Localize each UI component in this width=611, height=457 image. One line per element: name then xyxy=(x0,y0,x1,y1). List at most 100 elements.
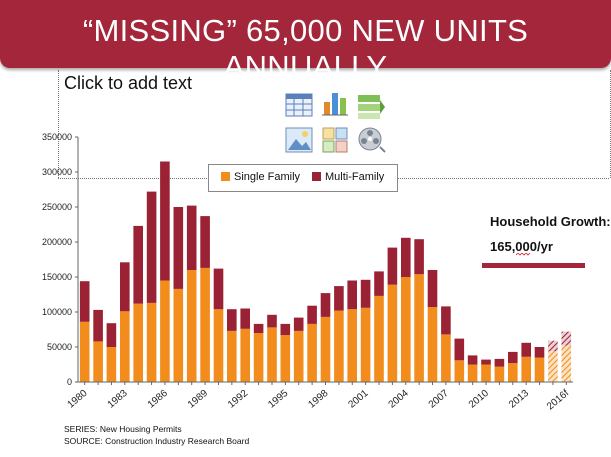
title-banner: “MISSING” 65,000 NEW UNITS ANNUALLY xyxy=(0,0,611,84)
bar-single-family-2002 xyxy=(374,295,384,382)
bar-multi-family-1997 xyxy=(307,305,317,324)
bar-multi-family-1988 xyxy=(186,205,197,270)
household-growth-label: Household Growth: xyxy=(490,214,611,229)
bar-multi-family-1982 xyxy=(106,323,117,347)
insert-picture-icon[interactable] xyxy=(284,125,314,155)
bar-multi-family-2006 xyxy=(427,270,438,308)
bar-single-family-1999 xyxy=(334,310,344,382)
bar-multi-family-2010 xyxy=(481,359,491,365)
x-tick-label: 1998 xyxy=(306,388,330,411)
bar-single-family-1988 xyxy=(186,270,197,382)
bar-single-family-1981 xyxy=(93,341,103,382)
x-tick-label: 2007 xyxy=(427,388,451,411)
insert-clipart-icon[interactable] xyxy=(320,125,350,155)
y-tick-label: 50000 xyxy=(47,342,72,352)
bar-single-family-1982 xyxy=(106,347,117,382)
bar-single-family-1991 xyxy=(227,330,237,382)
bar-multi-family-2009 xyxy=(467,355,478,365)
bar-single-family-1992 xyxy=(240,328,250,382)
bar-multi-family-1981 xyxy=(93,309,103,342)
bar-multi-family-2016f xyxy=(561,331,572,346)
bar-multi-family-2001 xyxy=(360,279,371,308)
bar-multi-family-1996 xyxy=(293,317,304,331)
text-placeholder[interactable]: Click to add text xyxy=(64,73,193,93)
bar-single-family-2004 xyxy=(401,277,411,382)
bar-multi-family-2002 xyxy=(374,271,384,296)
bar-single-family-1998 xyxy=(320,316,331,382)
legend-swatch-single-family xyxy=(221,172,230,181)
y-tick-label: 150000 xyxy=(42,272,72,282)
bar-single-family-1995 xyxy=(280,335,291,382)
y-tick-label: 300000 xyxy=(42,167,72,177)
insert-chart-icon[interactable] xyxy=(320,88,350,118)
bar-multi-family-2005 xyxy=(414,239,424,275)
bar-multi-family-1984 xyxy=(133,225,143,304)
x-tick-label: 2004 xyxy=(387,388,411,411)
bar-multi-family-2015 xyxy=(548,340,558,352)
bar-single-family-2007 xyxy=(441,334,451,382)
bar-multi-family-1995 xyxy=(280,323,291,336)
x-tick-label: 1989 xyxy=(186,388,210,411)
bar-single-family-2001 xyxy=(360,307,371,382)
bar-multi-family-2004 xyxy=(401,237,411,277)
bar-multi-family-1985 xyxy=(146,191,157,303)
household-growth-bar xyxy=(482,263,585,268)
bar-multi-family-2011 xyxy=(494,358,505,367)
x-tick-label: 1980 xyxy=(66,388,90,411)
bar-single-family-2013 xyxy=(521,356,531,382)
household-growth-value: 165,000/yr xyxy=(490,239,553,254)
bar-single-family-1996 xyxy=(293,330,304,382)
bar-multi-family-1986 xyxy=(160,161,170,281)
bar-multi-family-2012 xyxy=(508,351,518,364)
bar-single-family-2016f xyxy=(561,345,572,382)
bar-single-family-2009 xyxy=(467,364,478,382)
bar-multi-family-1980 xyxy=(79,281,90,322)
chart-legend: Single Family Multi-Family xyxy=(208,164,398,192)
bar-single-family-2014 xyxy=(534,357,545,382)
insert-smartart-icon[interactable] xyxy=(356,92,386,122)
bar-multi-family-1983 xyxy=(120,262,130,312)
bar-multi-family-2013 xyxy=(521,342,531,357)
bar-multi-family-1992 xyxy=(240,308,250,329)
bar-multi-family-1999 xyxy=(334,286,344,311)
bar-single-family-2010 xyxy=(481,364,491,382)
y-tick-label: 200000 xyxy=(42,237,72,247)
legend-label-single-family: Single Family xyxy=(234,171,301,183)
bar-single-family-2000 xyxy=(347,309,357,382)
spellcheck-underline xyxy=(516,253,530,256)
bar-multi-family-2007 xyxy=(441,306,451,335)
bar-single-family-1990 xyxy=(213,309,224,382)
bar-single-family-1986 xyxy=(160,280,170,382)
legend-item-single-family: Single Family xyxy=(221,171,300,183)
bar-single-family-1983 xyxy=(120,311,130,382)
bar-multi-family-1990 xyxy=(213,268,224,310)
bar-single-family-1980 xyxy=(79,321,90,382)
bar-multi-family-2014 xyxy=(534,347,545,358)
insert-table-icon[interactable] xyxy=(284,90,314,120)
x-tick-label: 2016f xyxy=(545,388,571,413)
bar-multi-family-1998 xyxy=(320,293,331,317)
legend-label-multi-family: Multi-Family xyxy=(325,171,385,183)
x-tick-label: 2001 xyxy=(346,388,370,411)
insert-media-icon[interactable] xyxy=(356,125,386,155)
bar-single-family-1985 xyxy=(146,302,157,382)
bar-single-family-2011 xyxy=(494,366,505,382)
bar-single-family-1993 xyxy=(253,333,264,382)
x-tick-label: 1992 xyxy=(226,388,250,411)
bar-single-family-2012 xyxy=(508,363,518,382)
bar-multi-family-2000 xyxy=(347,280,357,310)
bar-multi-family-1993 xyxy=(253,323,264,333)
y-tick-label: 0 xyxy=(67,377,72,387)
x-tick-label: 1995 xyxy=(266,388,290,411)
y-tick-label: 350000 xyxy=(42,132,72,142)
x-tick-label: 1986 xyxy=(146,388,170,411)
bar-single-family-1989 xyxy=(200,267,210,382)
y-tick-label: 100000 xyxy=(42,307,72,317)
bar-single-family-2015 xyxy=(548,351,558,382)
bar-single-family-2003 xyxy=(387,284,398,382)
x-tick-label: 2013 xyxy=(507,388,531,411)
bar-multi-family-2003 xyxy=(387,247,398,285)
series-note: SERIES: New Housing Permits xyxy=(64,424,182,434)
bar-single-family-1987 xyxy=(173,288,184,382)
